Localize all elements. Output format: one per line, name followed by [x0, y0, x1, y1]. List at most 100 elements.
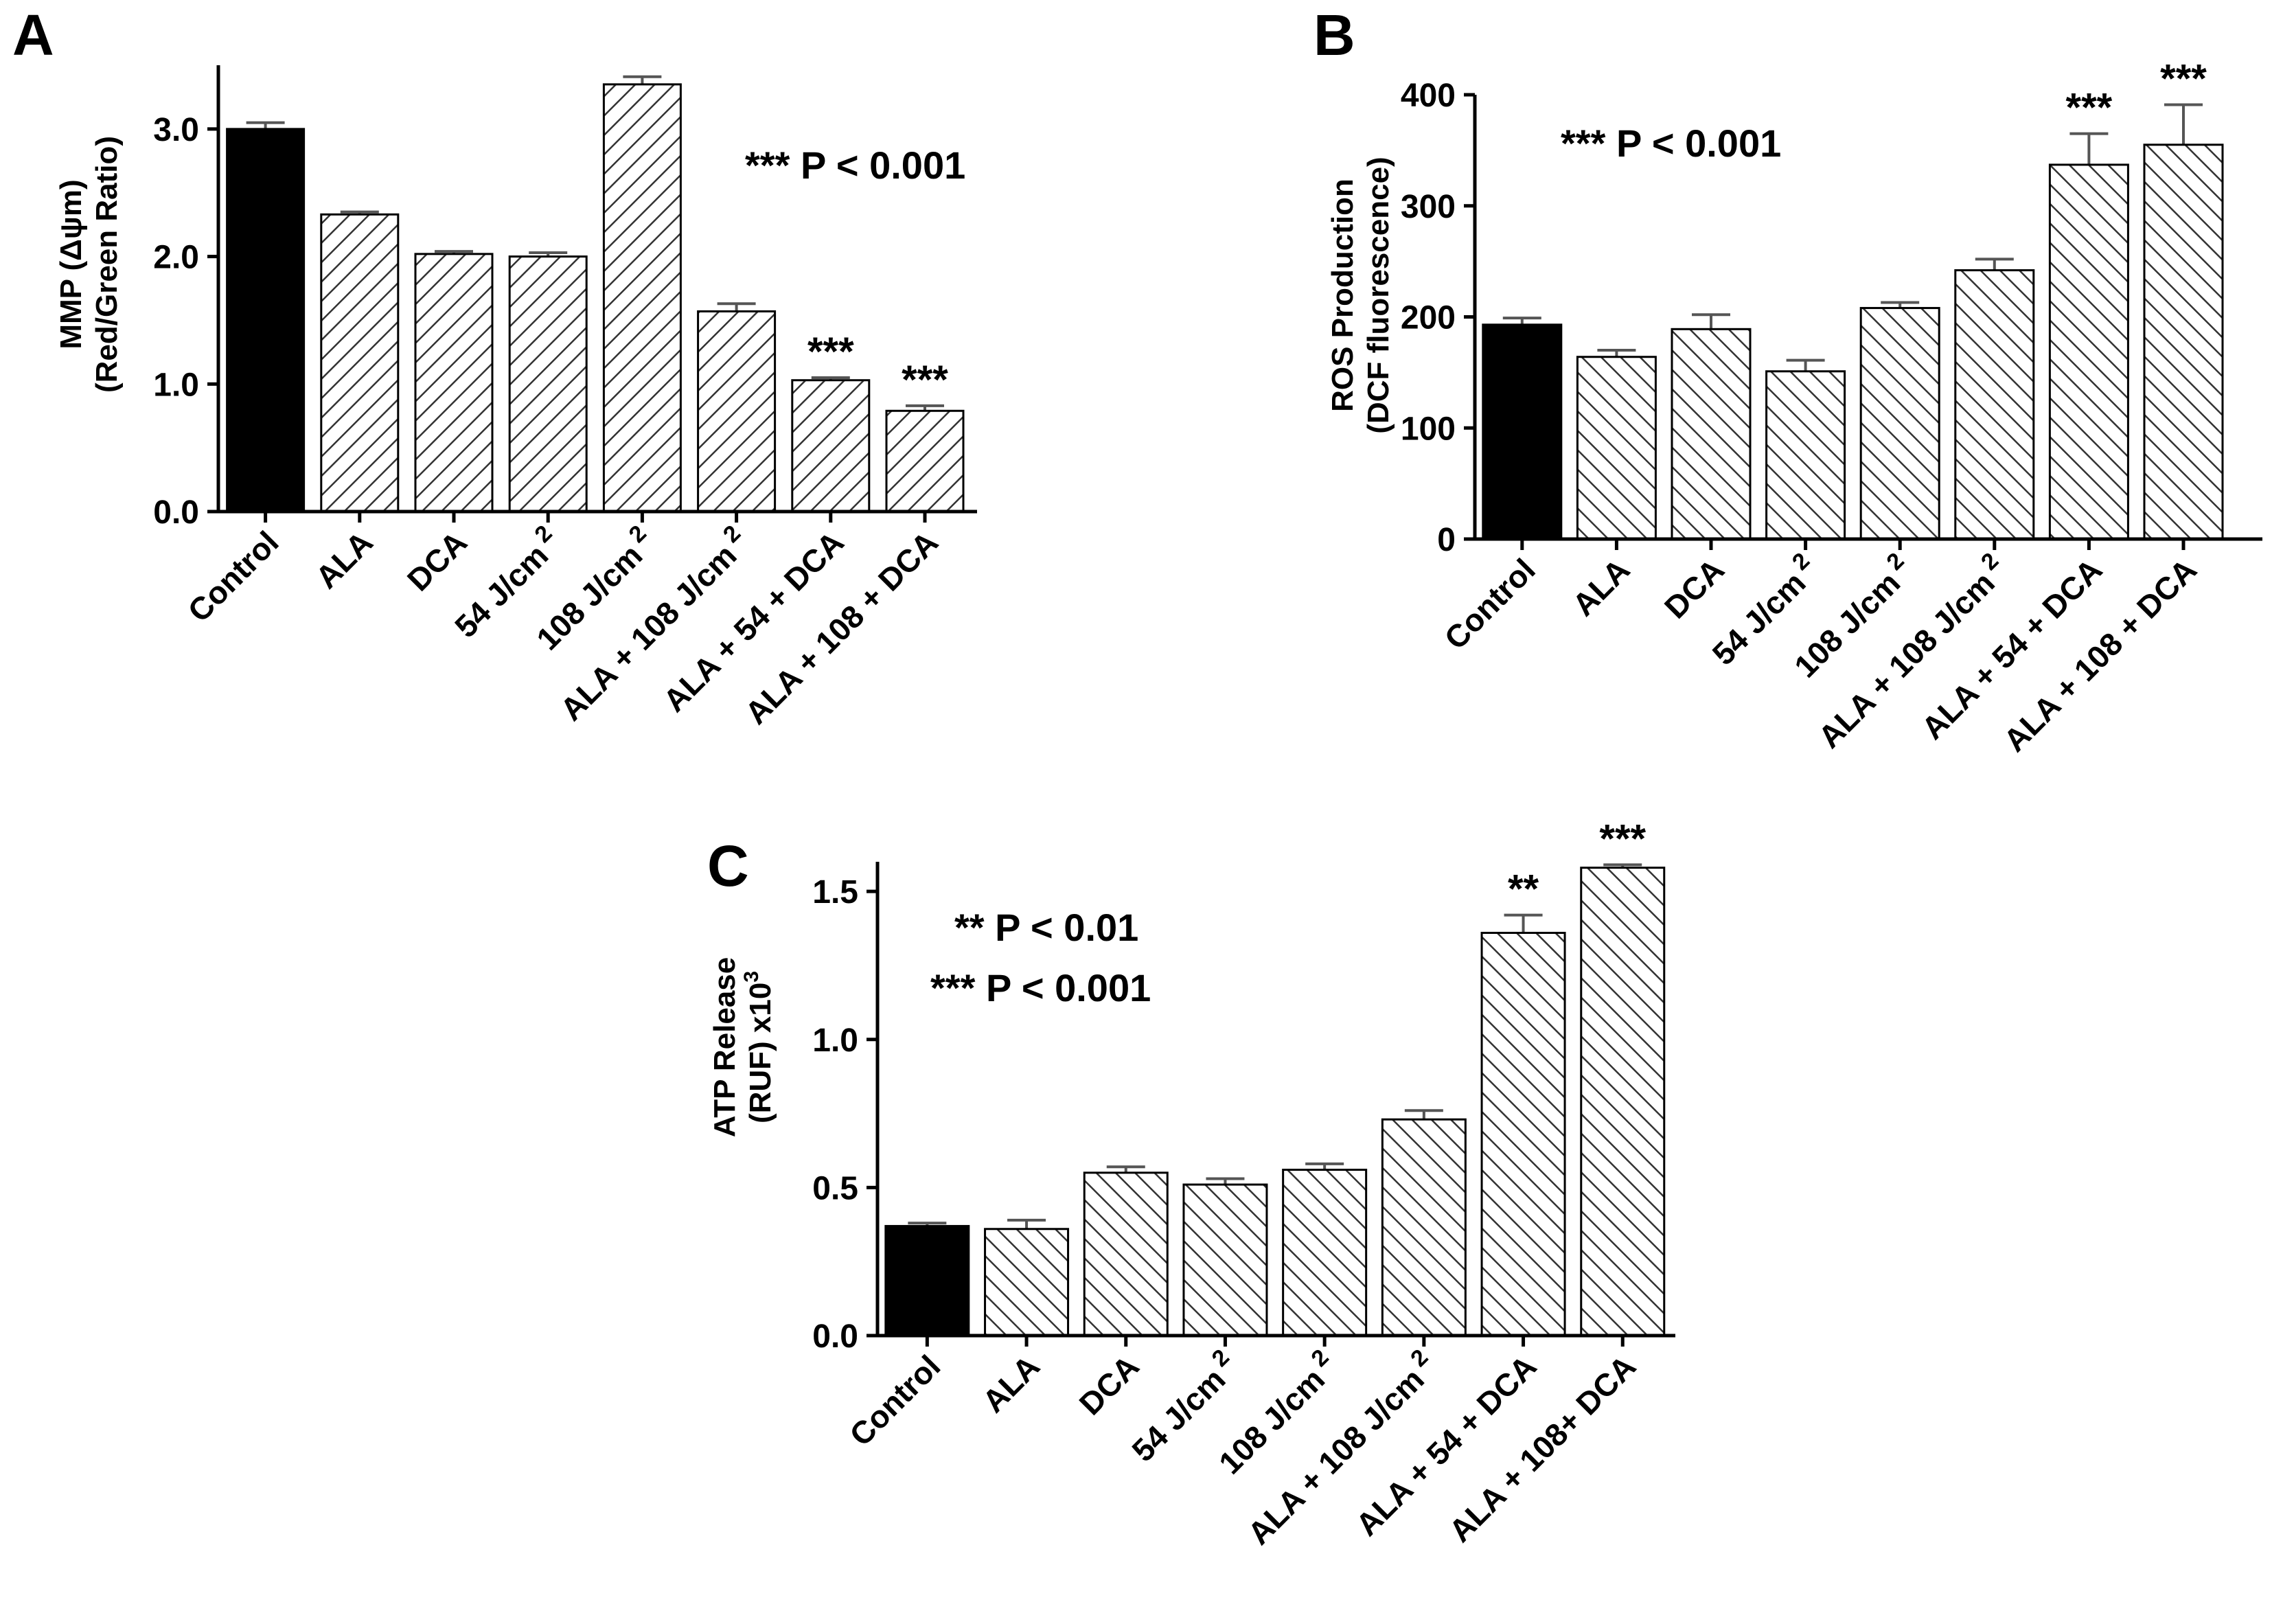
panel-b-y-tick-label: 200	[1401, 300, 1456, 336]
panel-c-ylabel-line1: ATP Release	[708, 957, 742, 1138]
panel-c-p-note-2: *** P < 0.001	[930, 966, 1151, 1009]
panel-c-ylabel-superscript: 3	[740, 971, 763, 983]
panel-c-bar-dca	[1083, 1171, 1169, 1337]
panel-b-bar-control	[1482, 323, 1563, 540]
panel-c-letter: C	[707, 834, 749, 898]
panel-b-significance-marker: ***	[2160, 57, 2207, 102]
panel-a-axes	[216, 65, 977, 514]
panel-a-category-label: Control	[181, 524, 285, 628]
panel-a-category-label: ALA	[308, 524, 380, 595]
panel-b-category-text: DCA	[1657, 551, 1731, 625]
panel-a-p-note: *** P < 0.001	[745, 144, 965, 187]
panel-c-ylabel-line2: (RUF) x103	[740, 971, 777, 1123]
panel-a: A MMP (Δψm) (Red/Green Ratio) 0.0 1.0 2.0 3…	[12, 3, 977, 731]
panel-a-y-ticks: 0.0 1.0 2.0 3.0	[153, 112, 218, 531]
panel-c-bar-ala-108-dca	[1580, 867, 1666, 1337]
panel-c-ylabel-line2-text: (RUF) x10	[744, 983, 777, 1123]
panel-c-bar-control	[884, 1224, 970, 1337]
panel-a-ylabel-line2: (Red/Green Ratio)	[90, 136, 124, 393]
panel-b-y-axis-label: ROS Production (DCF fluorescence)	[1326, 157, 1395, 433]
panel-b-category-text: ALA + 108 J/cm	[1811, 564, 2001, 755]
panel-a-bar-54-j-cm	[508, 255, 588, 513]
panel-c-category-label: DCA	[1072, 1348, 1146, 1421]
panel-a-ylabel-line1: MMP (Δψm)	[54, 179, 88, 349]
panel-c-y-tick-label: 1.5	[812, 874, 858, 911]
panel-b-category-text: Control	[1437, 551, 1541, 656]
panel-c-category-label: Control	[842, 1348, 947, 1452]
panel-c-bar-54-j-cm	[1182, 1183, 1268, 1337]
panel-a-category-text: ALA	[308, 524, 380, 595]
panel-a-bar-ala-108-dca	[885, 409, 965, 513]
panel-b-category-label: Control	[1437, 551, 1541, 656]
panel-c-category-label: ALA + 54 + DCA	[1349, 1348, 1543, 1542]
panel-b-y-tick-label: 300	[1401, 189, 1456, 225]
panel-c-bar-108-j-cm	[1282, 1169, 1368, 1337]
panel-b-letter: B	[1313, 3, 1355, 67]
panel-c-category-text: ALA + 54 + DCA	[1349, 1348, 1543, 1542]
panel-c-y-tick-label: 0.5	[812, 1170, 858, 1206]
panel-b-category-text: ALA	[1565, 551, 1637, 623]
panel-c-y-ticks: 0.0 0.5 1.0 1.5	[812, 874, 877, 1355]
panel-c-axes	[875, 862, 1675, 1338]
panel-b-category-label: ALA + 54 + DCA	[1914, 551, 2109, 746]
panel-a-bar-ala-108-j-cm	[697, 310, 777, 513]
panel-a-category-label: DCA	[400, 524, 474, 597]
panel-a-significance-marker: ***	[902, 358, 948, 402]
panel-b-ylabel-line1: ROS Production	[1326, 179, 1360, 412]
panel-c-category-label: ALA + 108+ DCA	[1442, 1348, 1642, 1548]
panel-a-bar-control	[226, 128, 306, 513]
panel-b-y-ticks: 0 100 200 300 400	[1401, 78, 1475, 558]
panel-c-category-text: ALA + 108 J/cm	[1241, 1361, 1431, 1551]
panel-b-category-text: ALA + 54 + DCA	[1914, 551, 2109, 746]
panel-a-category-text: DCA	[400, 524, 474, 597]
panel-b-bar-ala-108-j-cm	[1954, 269, 2035, 540]
panel-a-y-tick-label: 1.0	[153, 367, 199, 403]
panel-a-bar-ala-54-dca	[791, 379, 871, 513]
panel-b-category-label: ALA	[1565, 551, 1637, 623]
panel-a-category-text: ALA + 108 J/cm	[553, 537, 744, 727]
panel-c-significance-marker: ***	[1599, 816, 1646, 861]
panel-c-category-text: ALA	[975, 1348, 1046, 1419]
panel-c-bar-ala-54-dca	[1480, 932, 1566, 1337]
panel-b-y-tick-label: 0	[1437, 522, 1456, 558]
panel-c-bar-ala-108-j-cm	[1381, 1118, 1467, 1337]
panel-b-significance-marker: ***	[2066, 86, 2113, 130]
panel-c-category-text: Control	[842, 1348, 947, 1452]
panel-b-bars: *** ***	[1482, 57, 2224, 550]
panel-b-category-label: DCA	[1657, 551, 1731, 625]
panel-c-category-label: ALA	[975, 1348, 1046, 1419]
panel-a-bar-108-j-cm	[602, 83, 682, 513]
panel-a-bar-ala	[320, 213, 400, 513]
panel-b-bar-dca	[1671, 328, 1752, 540]
panel-a-bar-dca	[414, 253, 494, 513]
panel-b: B ROS Production (DCF fluorescence) 0 100…	[1313, 3, 2262, 759]
panel-b-y-tick-label: 400	[1401, 78, 1456, 114]
panel-a-category-text: Control	[181, 524, 285, 628]
panel-c-category-text: ALA + 108+ DCA	[1442, 1348, 1642, 1548]
panel-a-y-axis-label: MMP (Δψm) (Red/Green Ratio)	[54, 136, 124, 393]
panel-b-bar-ala-108-dca	[2143, 144, 2224, 540]
panel-a-bars: *** ***	[226, 75, 965, 523]
panel-b-y-tick-label: 100	[1401, 411, 1456, 447]
panel-c: C ATP Release (RUF) x103 0.0 0.5 1.0 1.5 **…	[707, 816, 1675, 1551]
panel-a-significance-marker: ***	[807, 330, 854, 374]
panel-c-bars: *****	[884, 816, 1666, 1347]
panel-a-letter: A	[12, 3, 54, 67]
panel-a-y-tick-label: 0.0	[153, 494, 199, 531]
panel-c-category-text: DCA	[1072, 1348, 1146, 1421]
panel-c-bar-ala	[984, 1228, 1070, 1337]
panel-a-y-tick-label: 2.0	[153, 240, 199, 276]
panel-b-ylabel-line2: (DCF fluorescence)	[1362, 157, 1395, 433]
panel-c-y-tick-label: 1.0	[812, 1022, 858, 1059]
panel-b-axes	[1473, 95, 2262, 541]
panel-b-bar-ala	[1576, 356, 1657, 540]
panel-c-p-note-1: ** P < 0.01	[954, 906, 1138, 949]
panel-c-significance-marker: **	[1508, 867, 1539, 912]
panel-c-y-tick-label: 0.0	[812, 1318, 858, 1355]
panel-a-y-tick-label: 3.0	[153, 112, 199, 148]
panel-b-bar-108-j-cm	[1859, 307, 1940, 540]
panel-c-y-axis-label: ATP Release (RUF) x103	[708, 957, 777, 1138]
